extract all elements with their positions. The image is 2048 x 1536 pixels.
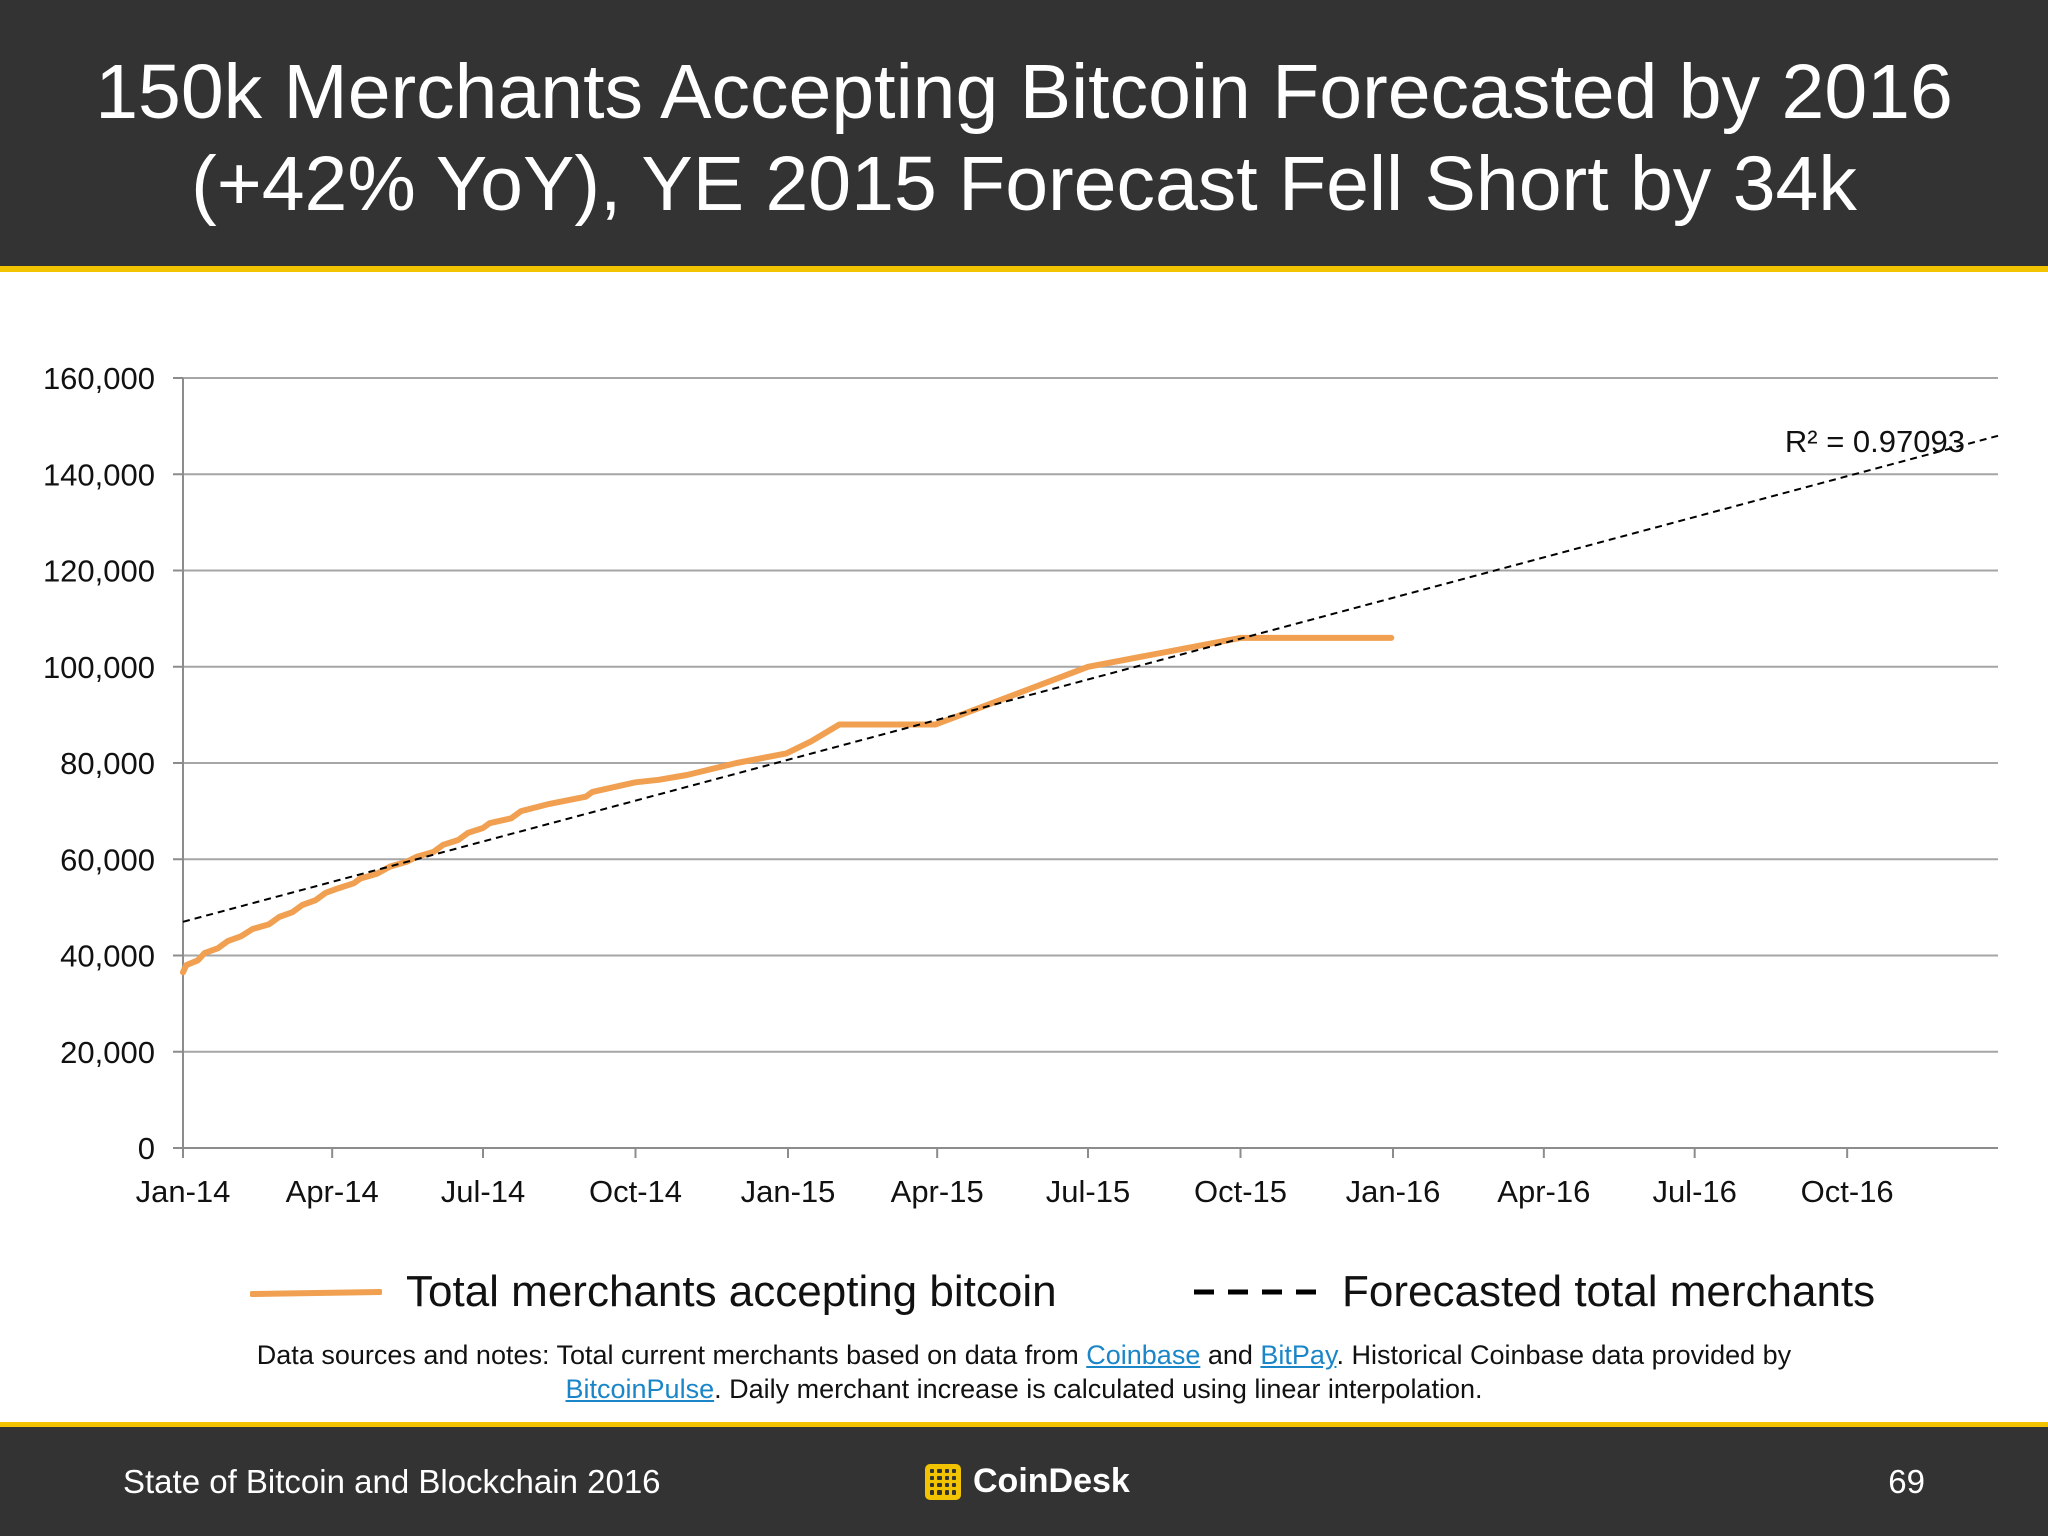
coinbase-link[interactable]: Coinbase	[1086, 1340, 1201, 1370]
coindesk-brand: CoinDesk	[925, 1427, 1130, 1536]
legend-item-forecast: Forecasted total merchants	[1192, 1262, 1875, 1322]
annotations: R² = 0.97093	[1785, 424, 1965, 459]
y-tick-label: 60,000	[60, 842, 155, 877]
footer-accent-line	[0, 1422, 2048, 1427]
note-text-4: . Daily merchant increase is calculated …	[714, 1374, 1483, 1404]
chart-legend: Total merchants accepting bitcoin Foreca…	[0, 1262, 2048, 1322]
y-tick-label: 80,000	[60, 746, 155, 781]
slide-title: 150k Merchants Accepting Bitcoin Forecas…	[0, 46, 2048, 230]
data-sources-note: Data sources and notes: Total current me…	[180, 1338, 1868, 1406]
title-accent-line	[0, 266, 2048, 272]
bitpay-link[interactable]: BitPay	[1260, 1340, 1337, 1370]
x-tick-label: Apr-14	[286, 1174, 379, 1209]
x-tick-label: Jul-15	[1046, 1174, 1130, 1209]
x-tick-label: Jan-14	[136, 1174, 231, 1209]
y-tick-label: 120,000	[43, 554, 155, 589]
legend-label-actual: Total merchants accepting bitcoin	[406, 1267, 1057, 1316]
y-tick-label: 140,000	[43, 457, 155, 492]
title-banner	[0, 0, 2048, 266]
actual-merchants-line	[180, 634, 1395, 976]
footer-bar: State of Bitcoin and Blockchain 2016 Coi…	[0, 1427, 2048, 1536]
y-tick-label: 0	[138, 1131, 155, 1166]
slide-title-line-1: 150k Merchants Accepting Bitcoin Forecas…	[95, 49, 1953, 135]
legend-item-actual: Total merchants accepting bitcoin	[250, 1262, 1057, 1322]
x-tick-label: Jan-15	[741, 1174, 836, 1209]
note-text-3: . Historical Coinbase data provided by	[1336, 1340, 1792, 1370]
x-tick-label: Apr-16	[1497, 1174, 1590, 1209]
legend-swatch-actual	[250, 1289, 382, 1297]
forecast-trendline	[182, 434, 1999, 923]
note-text-1: Data sources and notes: Total current me…	[256, 1340, 1087, 1370]
r-squared-label: R² = 0.97093	[1785, 424, 1965, 459]
x-tick-label: Jul-14	[441, 1174, 525, 1209]
page-number: 69	[1888, 1462, 1925, 1500]
series	[180, 434, 1999, 976]
x-tick-label: Jul-16	[1652, 1174, 1736, 1209]
note-text-2: and	[1200, 1340, 1261, 1370]
bitcoinpulse-link[interactable]: BitcoinPulse	[565, 1374, 715, 1404]
y-axis-tick-labels: 0 20,000 40,000 60,000 80,000 100,000 120,000 1…	[43, 361, 155, 1166]
brand-name: CoinDesk	[973, 1462, 1130, 1500]
x-tick-label: Jan-16	[1346, 1174, 1441, 1209]
legend-label-forecast: Forecasted total merchants	[1342, 1267, 1876, 1316]
merchants-line-chart: 0 20,000 40,000 60,000 80,000 100,000 120,000 1…	[43, 361, 1999, 1209]
axes	[173, 377, 1998, 1158]
x-axis-tick-labels: Jan-14 Apr-14 Jul-14 Oct-14 Jan-15 Apr-15 Jul-…	[136, 1174, 1894, 1209]
y-tick-label: 160,000	[43, 361, 155, 396]
footer-deck-title: State of Bitcoin and Blockchain 2016	[123, 1462, 661, 1500]
x-tick-label: Apr-15	[891, 1174, 984, 1209]
x-tick-label: Oct-16	[1801, 1174, 1894, 1209]
y-tick-label: 40,000	[60, 939, 155, 974]
y-tick-label: 100,000	[43, 650, 155, 685]
x-tick-label: Oct-14	[589, 1174, 682, 1209]
legend-swatch-forecast	[1194, 1289, 1326, 1295]
gridlines	[183, 377, 1998, 1053]
slide-title-line-2: (+42% YoY), YE 2015 Forecast Fell Short …	[191, 141, 1857, 227]
x-tick-label: Oct-15	[1194, 1174, 1287, 1209]
y-tick-label: 20,000	[60, 1035, 155, 1070]
coindesk-logo-icon	[925, 1463, 961, 1500]
